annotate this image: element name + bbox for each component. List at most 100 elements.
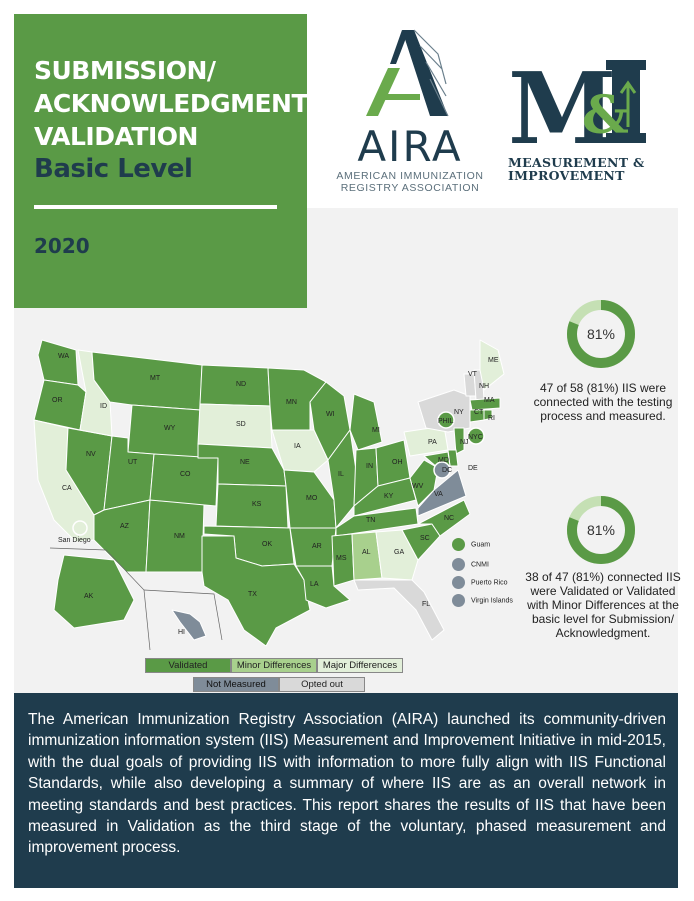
state-label-mn: MN (286, 399, 297, 406)
state-label-tn: TN (366, 517, 375, 524)
title-panel: SUBMISSION/ ACKNOWLEDGMENT VALIDATION Ba… (14, 14, 309, 308)
title-line-1: SUBMISSION/ (34, 56, 216, 85)
city-label-san-diego: San Diego (58, 537, 91, 544)
state-label-ne: NE (240, 459, 250, 466)
state-label-mi: MI (372, 427, 380, 434)
svg-text:&: & (582, 85, 629, 146)
state-label-nj: NJ (460, 439, 469, 446)
state-label-ms: MS (336, 555, 347, 562)
aira-mark-icon (366, 29, 449, 117)
stat-2-donut: 81% (567, 496, 635, 564)
state-co (149, 453, 219, 507)
state-label-in: IN (366, 463, 373, 470)
state-label-la: LA (310, 581, 319, 588)
state-ia (271, 429, 329, 473)
state-label-sd: SD (236, 421, 246, 428)
dc-marker (433, 461, 451, 479)
state-sd (197, 403, 273, 449)
virgin-islands-label: Virgin Islands (471, 597, 513, 605)
state-label-ky: KY (384, 493, 394, 500)
state-label-ma: MA (484, 397, 495, 404)
state-tn (335, 507, 419, 537)
state-ri (483, 409, 493, 421)
stat-1-percent: 81% (587, 326, 615, 342)
territory-puerto-rico: Puerto Rico (452, 576, 508, 589)
state-label-oh: OH (392, 459, 403, 466)
state-mn (267, 367, 327, 431)
state-mi (349, 393, 383, 451)
state-label-az: AZ (120, 523, 130, 530)
state-me (479, 339, 505, 391)
puerto-rico-label: Puerto Rico (471, 579, 508, 587)
state-label-ar: AR (312, 543, 322, 550)
nyc-marker (467, 427, 485, 445)
state-label-wa: WA (58, 353, 69, 360)
virgin-islands-dot (452, 594, 465, 607)
state-label-nm: NM (174, 533, 185, 540)
mi-mark-icon: M & (508, 52, 646, 167)
report-year: 2020 (34, 234, 90, 258)
state-label-md: MD (438, 457, 449, 464)
state-ma (469, 397, 501, 411)
svg-text:M: M (508, 55, 612, 155)
state-label-nd: ND (236, 381, 246, 388)
state-wa (37, 339, 79, 386)
territory-guam: Guam (452, 538, 490, 551)
mi-tagline-2: IMPROVEMENT (508, 168, 625, 183)
stat-1-donut: 81% (567, 300, 635, 368)
state-hi (171, 609, 207, 641)
state-label-il: IL (338, 471, 344, 478)
state-label-me: ME (488, 357, 499, 364)
state-label-nh: NH (479, 383, 489, 390)
city-label-nyc: NYC (468, 434, 483, 441)
state-label-tx: TX (248, 591, 257, 598)
state-label-ri: RI (488, 415, 495, 422)
state-label-nv: NV (86, 451, 96, 458)
state-label-ok: OK (262, 541, 272, 548)
san-diego-marker (72, 520, 88, 536)
aira-wordmark: AIRA (357, 122, 463, 171)
state-label-wv: WV (412, 483, 424, 490)
state-label-wy: WY (164, 425, 176, 432)
state-la (295, 565, 351, 609)
state-label-hi: HI (178, 629, 185, 636)
aira-tagline: AMERICAN IMMUNIZATION REGISTRY ASSOCIATI… (330, 170, 490, 194)
stat-2-text: 38 of 47 (81%) connected IIS were Valida… (525, 570, 681, 640)
legend-opted-out: Opted out (279, 677, 365, 692)
report-subtitle: Basic Level (34, 154, 193, 184)
state-label-ak: AK (84, 593, 94, 600)
legend-not-measured: Not Measured (193, 677, 279, 692)
stat-2-percent: 81% (587, 522, 615, 538)
state-nd (199, 364, 271, 407)
state-label-de: DE (468, 465, 478, 472)
us-status-map: WA OR CA NV ID MT WY UT AZ NM CO ND SD NE KS OK TX MN IA MO… (33, 339, 505, 650)
state-label-or: OR (52, 397, 63, 404)
stat-1-text: 47 of 58 (81%) IIS were connected with t… (533, 381, 673, 423)
city-label-phil: PHIL (438, 418, 454, 425)
puerto-rico-dot (452, 576, 465, 589)
state-label-wi: WI (326, 411, 335, 418)
territory-virgin-islands: Virgin Islands (452, 594, 513, 607)
state-label-sc: SC (420, 535, 430, 542)
state-label-mo: MO (306, 495, 318, 502)
report-title: SUBMISSION/ ACKNOWLEDGMENT VALIDATION (34, 54, 309, 153)
state-label-ct: CT (474, 409, 484, 416)
state-label-fl: FL (422, 601, 430, 608)
state-ny (417, 389, 471, 433)
legend-minor-differences: Minor Differences (231, 658, 317, 673)
aira-tagline-1: AMERICAN IMMUNIZATION (336, 170, 484, 182)
state-label-co: CO (180, 471, 191, 478)
hawaii-inset-border (143, 589, 223, 641)
title-line-3: VALIDATION (34, 122, 198, 151)
state-label-ca: CA (62, 485, 72, 492)
aira-tagline-2: REGISTRY ASSOCIATION (340, 182, 480, 194)
state-ak (53, 554, 135, 629)
state-nj (453, 427, 465, 455)
aira-logo: AIRA AMERICAN IMMUNIZATION REGISTRY ASSO… (330, 24, 490, 194)
state-label-ia: IA (294, 443, 301, 450)
state-label-al: AL (362, 549, 371, 556)
state-ga (375, 529, 419, 581)
state-label-dc: DC (442, 467, 452, 474)
title-line-2: ACKNOWLEDGMENT (34, 89, 309, 118)
intro-panel: The American Immunization Registry Assoc… (14, 693, 678, 888)
